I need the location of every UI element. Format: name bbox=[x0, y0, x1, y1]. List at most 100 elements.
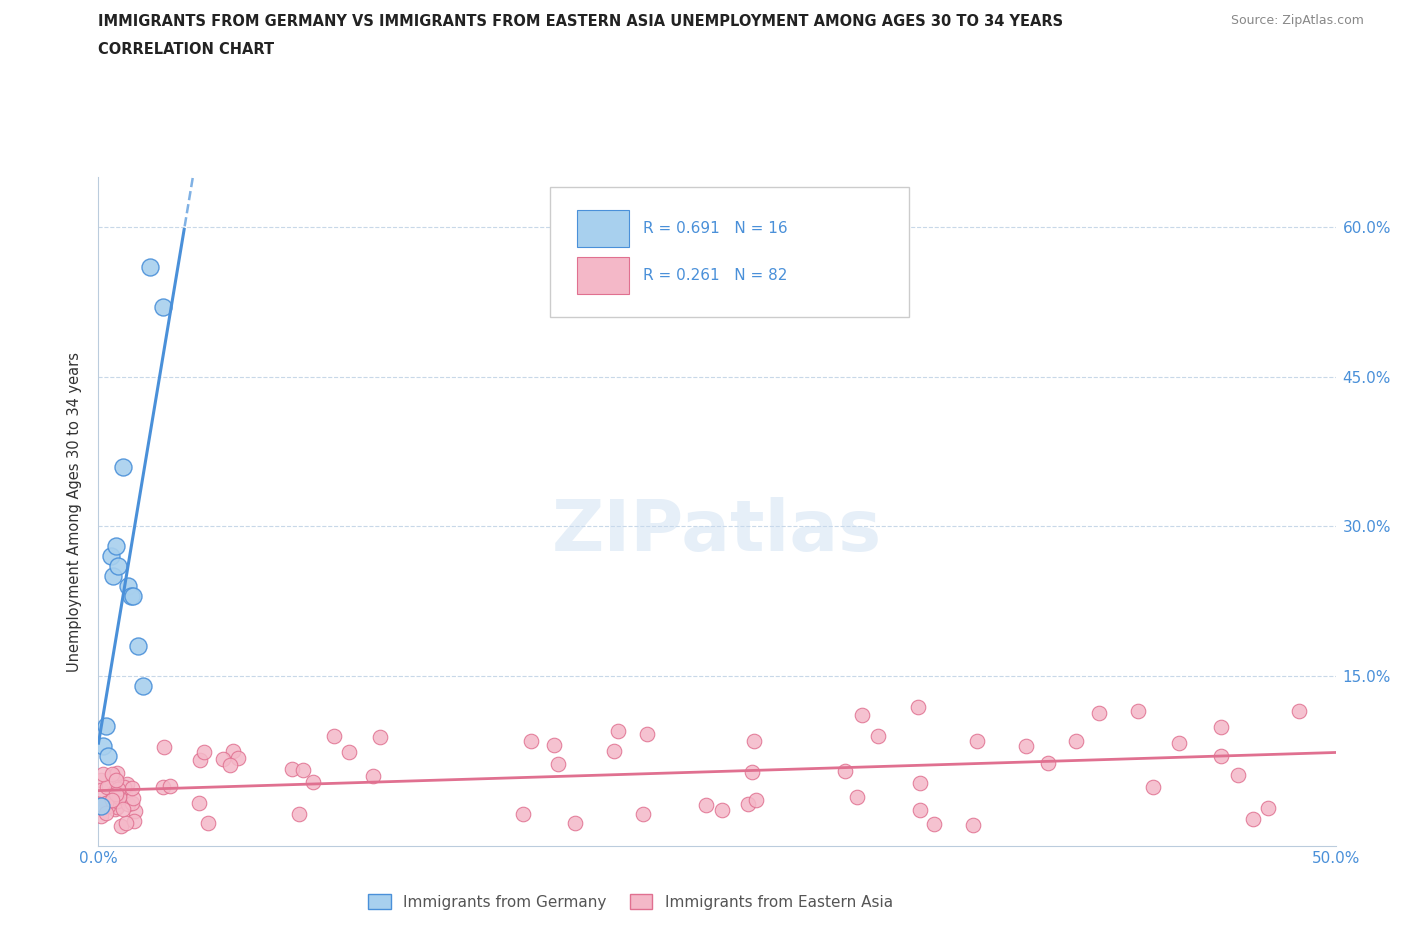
Point bbox=[97, 749, 120, 764]
Point bbox=[90, 809, 112, 824]
Point bbox=[1038, 756, 1060, 771]
Point bbox=[187, 795, 209, 810]
Point bbox=[104, 802, 127, 817]
Point bbox=[846, 790, 869, 804]
Point bbox=[105, 800, 128, 815]
Point bbox=[520, 734, 543, 749]
Point bbox=[695, 798, 717, 813]
Point bbox=[124, 804, 146, 818]
Point bbox=[107, 781, 129, 796]
Point bbox=[1227, 767, 1250, 782]
Point bbox=[1126, 704, 1149, 719]
Point bbox=[100, 549, 122, 564]
Point bbox=[745, 793, 768, 808]
Point bbox=[636, 726, 658, 741]
Point bbox=[90, 773, 112, 788]
Point bbox=[139, 259, 162, 274]
Point bbox=[159, 778, 181, 793]
Point bbox=[866, 729, 889, 744]
Point bbox=[98, 778, 121, 793]
Point bbox=[105, 765, 128, 780]
Point bbox=[1288, 704, 1310, 719]
Point bbox=[93, 739, 115, 754]
Point bbox=[112, 802, 135, 817]
Point bbox=[742, 734, 765, 749]
Point bbox=[121, 796, 143, 811]
Point bbox=[104, 786, 127, 801]
Point bbox=[368, 729, 391, 744]
Point bbox=[1142, 779, 1164, 794]
Point bbox=[1209, 748, 1232, 763]
Point bbox=[117, 777, 139, 791]
Point bbox=[1168, 736, 1191, 751]
Point bbox=[607, 724, 630, 738]
Point bbox=[547, 756, 569, 771]
Point bbox=[117, 579, 139, 594]
Point bbox=[122, 790, 145, 805]
Point bbox=[104, 784, 127, 799]
Y-axis label: Unemployment Among Ages 30 to 34 years: Unemployment Among Ages 30 to 34 years bbox=[67, 352, 83, 671]
Point bbox=[117, 796, 139, 811]
Point bbox=[120, 589, 142, 604]
Point bbox=[96, 795, 118, 810]
Point bbox=[737, 797, 759, 812]
Point bbox=[280, 762, 302, 777]
Point bbox=[107, 559, 129, 574]
Point bbox=[93, 766, 115, 781]
Point bbox=[322, 729, 344, 744]
Point bbox=[226, 751, 249, 765]
FancyBboxPatch shape bbox=[550, 187, 908, 317]
Point bbox=[222, 743, 245, 758]
Text: ZIPatlas: ZIPatlas bbox=[553, 498, 882, 566]
Point bbox=[1015, 739, 1038, 754]
Bar bbox=[578, 210, 630, 247]
Point bbox=[1209, 719, 1232, 734]
Point bbox=[104, 539, 127, 554]
Point bbox=[363, 768, 385, 783]
Point bbox=[910, 776, 932, 790]
Point bbox=[631, 806, 654, 821]
Point bbox=[287, 806, 309, 821]
Point bbox=[741, 764, 763, 779]
Point bbox=[107, 790, 129, 805]
Point bbox=[90, 799, 112, 814]
Point bbox=[851, 708, 873, 723]
Point bbox=[101, 769, 124, 784]
Legend: Immigrants from Germany, Immigrants from Eastern Asia: Immigrants from Germany, Immigrants from… bbox=[361, 888, 898, 916]
Point bbox=[112, 779, 135, 794]
Point bbox=[103, 569, 125, 584]
Point bbox=[105, 772, 128, 787]
Point bbox=[94, 806, 117, 821]
Point bbox=[105, 793, 128, 808]
Point bbox=[339, 745, 361, 760]
Point bbox=[101, 793, 124, 808]
Point bbox=[107, 794, 129, 809]
Point bbox=[121, 780, 143, 795]
Bar bbox=[578, 257, 630, 294]
Point bbox=[1241, 811, 1264, 826]
Point bbox=[603, 743, 626, 758]
Point bbox=[90, 783, 112, 798]
Text: R = 0.261   N = 82: R = 0.261 N = 82 bbox=[643, 268, 787, 283]
Point bbox=[922, 817, 945, 831]
Point bbox=[122, 814, 145, 829]
Text: R = 0.691   N = 16: R = 0.691 N = 16 bbox=[643, 220, 787, 236]
Point bbox=[110, 818, 132, 833]
Point bbox=[711, 803, 734, 817]
Point bbox=[512, 806, 534, 821]
Point bbox=[907, 700, 929, 715]
Point bbox=[908, 803, 931, 817]
Point bbox=[152, 299, 174, 314]
Text: IMMIGRANTS FROM GERMANY VS IMMIGRANTS FROM EASTERN ASIA UNEMPLOYMENT AMONG AGES : IMMIGRANTS FROM GERMANY VS IMMIGRANTS FR… bbox=[98, 14, 1063, 29]
Point bbox=[96, 780, 118, 795]
Point bbox=[218, 758, 240, 773]
Text: Source: ZipAtlas.com: Source: ZipAtlas.com bbox=[1230, 14, 1364, 27]
Point bbox=[89, 796, 111, 811]
Point bbox=[122, 589, 145, 604]
Point bbox=[114, 788, 136, 803]
Point bbox=[543, 737, 565, 752]
Point bbox=[962, 817, 984, 832]
Point bbox=[152, 779, 174, 794]
Point bbox=[193, 745, 215, 760]
Point bbox=[127, 639, 149, 654]
